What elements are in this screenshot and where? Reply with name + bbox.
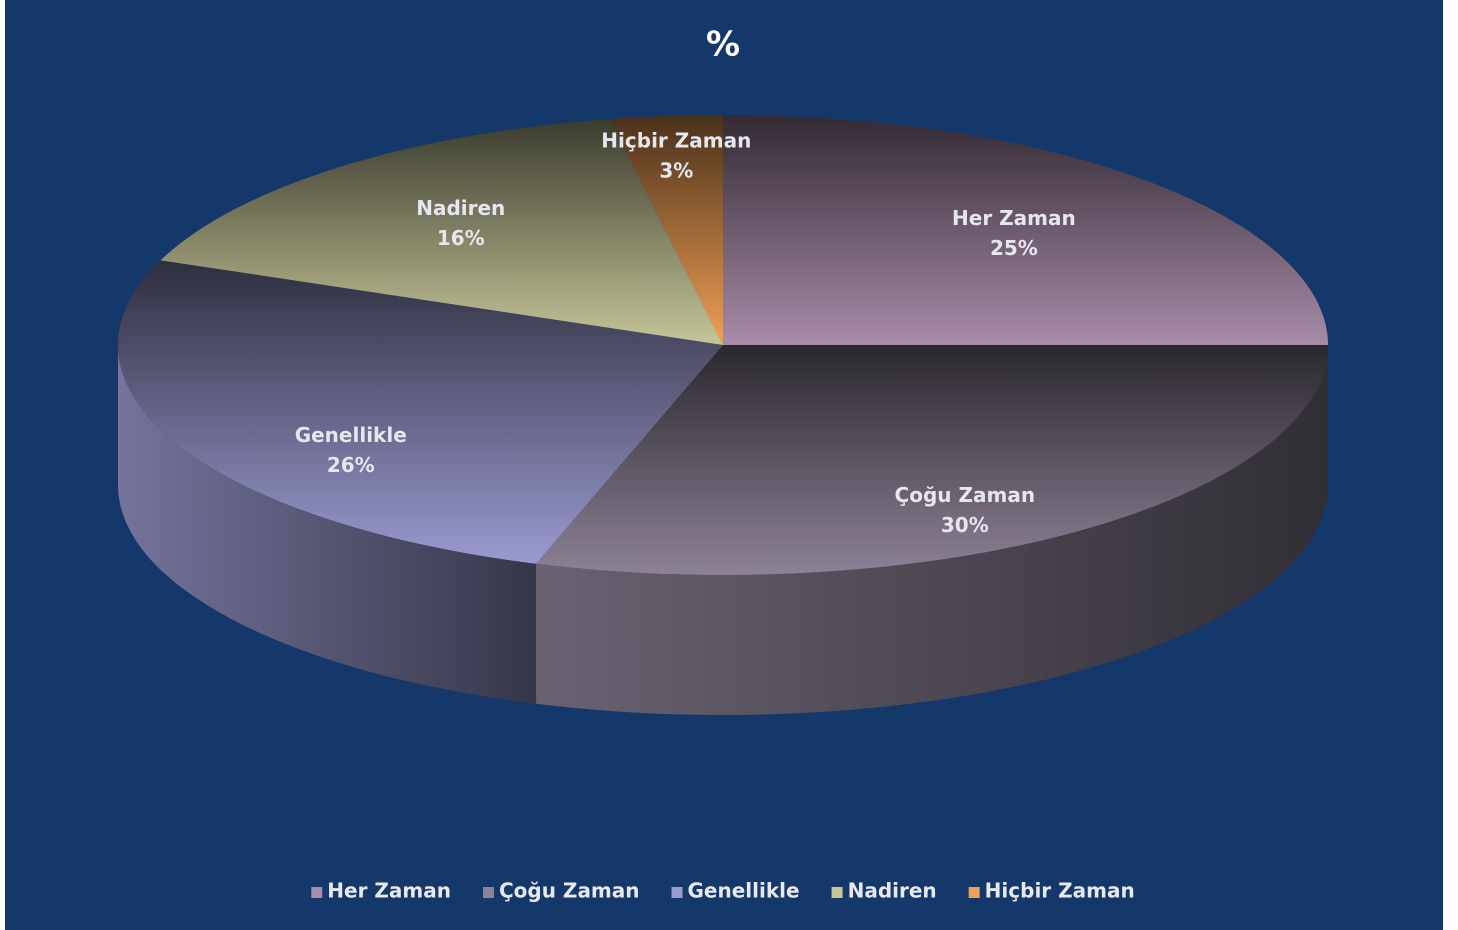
legend-label: Genellikle [688,879,800,903]
data-label-value: 3% [659,159,693,183]
slice [609,115,723,345]
slice [160,119,723,345]
chart-title: % [706,25,740,65]
slice-side [536,345,1328,715]
legend-label: Hiçbir Zaman [985,879,1135,903]
legend-marker [311,887,323,898]
legend-label: Her Zaman [327,879,451,903]
legend-marker [831,887,843,898]
slice-side [118,345,537,704]
legend-marker [483,887,494,898]
legend-label: Çoğu Zaman [499,879,640,903]
data-label-value: 25% [990,236,1038,260]
data-label-name: Çoğu Zaman [895,483,1036,507]
data-label-value: 26% [327,453,375,477]
legend-marker [968,887,980,898]
slice [536,345,1328,575]
data-label-name: Genellikle [295,423,407,447]
data-label-value: 16% [437,226,485,250]
data-label-name: Her Zaman [952,206,1076,230]
data-label-value: 30% [941,513,989,537]
data-label-name: Nadiren [416,196,505,220]
legend-marker [671,887,683,898]
slice [118,260,723,564]
slice [723,115,1328,345]
data-label-name: Hiçbir Zaman [601,129,751,153]
legend-label: Nadiren [848,879,937,903]
